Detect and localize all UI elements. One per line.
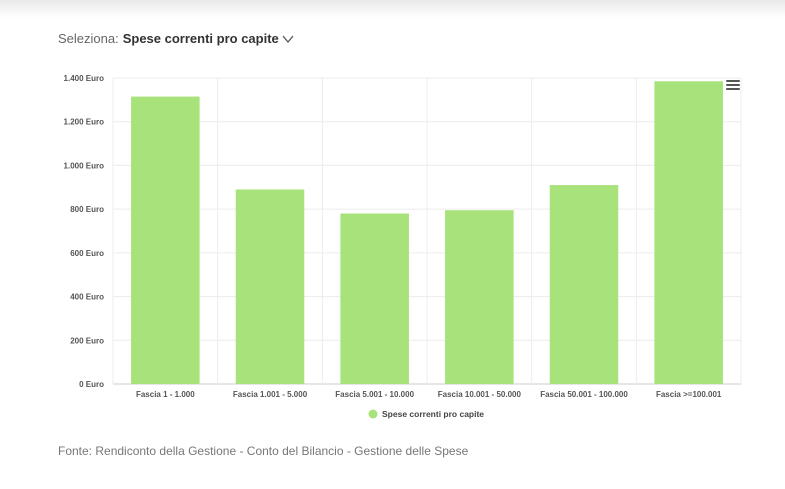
y-tick-label: 600 Euro [70, 249, 104, 258]
source-note: Fonte: Rendiconto della Gestione - Conto… [58, 444, 469, 458]
legend-label[interactable]: Spese correnti pro capite [382, 409, 484, 419]
bar-2[interactable] [235, 189, 305, 384]
y-tick-label: 1.400 Euro [64, 74, 105, 83]
bar-1[interactable] [131, 96, 200, 384]
hamburger-menu-icon[interactable] [726, 80, 740, 92]
x-tick-label: Fascia 50.001 - 100.000 [540, 390, 628, 399]
x-tick-label: Fascia >=100.001 [656, 390, 722, 399]
y-tick-label: 0 Euro [79, 380, 104, 389]
selector-label: Seleziona: [58, 31, 119, 46]
legend-marker[interactable] [368, 409, 378, 419]
metric-selector[interactable]: Seleziona: Spese correnti pro capite [58, 31, 295, 46]
bar-5[interactable] [549, 185, 619, 384]
chevron-down-icon[interactable] [281, 32, 295, 46]
x-tick-label: Fascia 1.001 - 5.000 [233, 390, 308, 399]
selector-value[interactable]: Spese correnti pro capite [122, 31, 279, 46]
y-tick-label: 1.000 Euro [64, 161, 105, 170]
y-tick-label: 1.200 Euro [64, 118, 105, 127]
y-tick-label: 400 Euro [70, 293, 104, 302]
y-tick-label: 800 Euro [70, 205, 104, 214]
bar-4[interactable] [445, 210, 514, 384]
x-tick-label: Fascia 5.001 - 10.000 [335, 390, 414, 399]
x-tick-label: Fascia 10.001 - 50.000 [438, 390, 522, 399]
x-tick-label: Fascia 1 - 1.000 [136, 390, 195, 399]
top-shadow [0, 0, 785, 18]
bar-6[interactable] [654, 81, 723, 385]
bar-3[interactable] [340, 213, 409, 384]
y-tick-label: 200 Euro [70, 336, 104, 345]
